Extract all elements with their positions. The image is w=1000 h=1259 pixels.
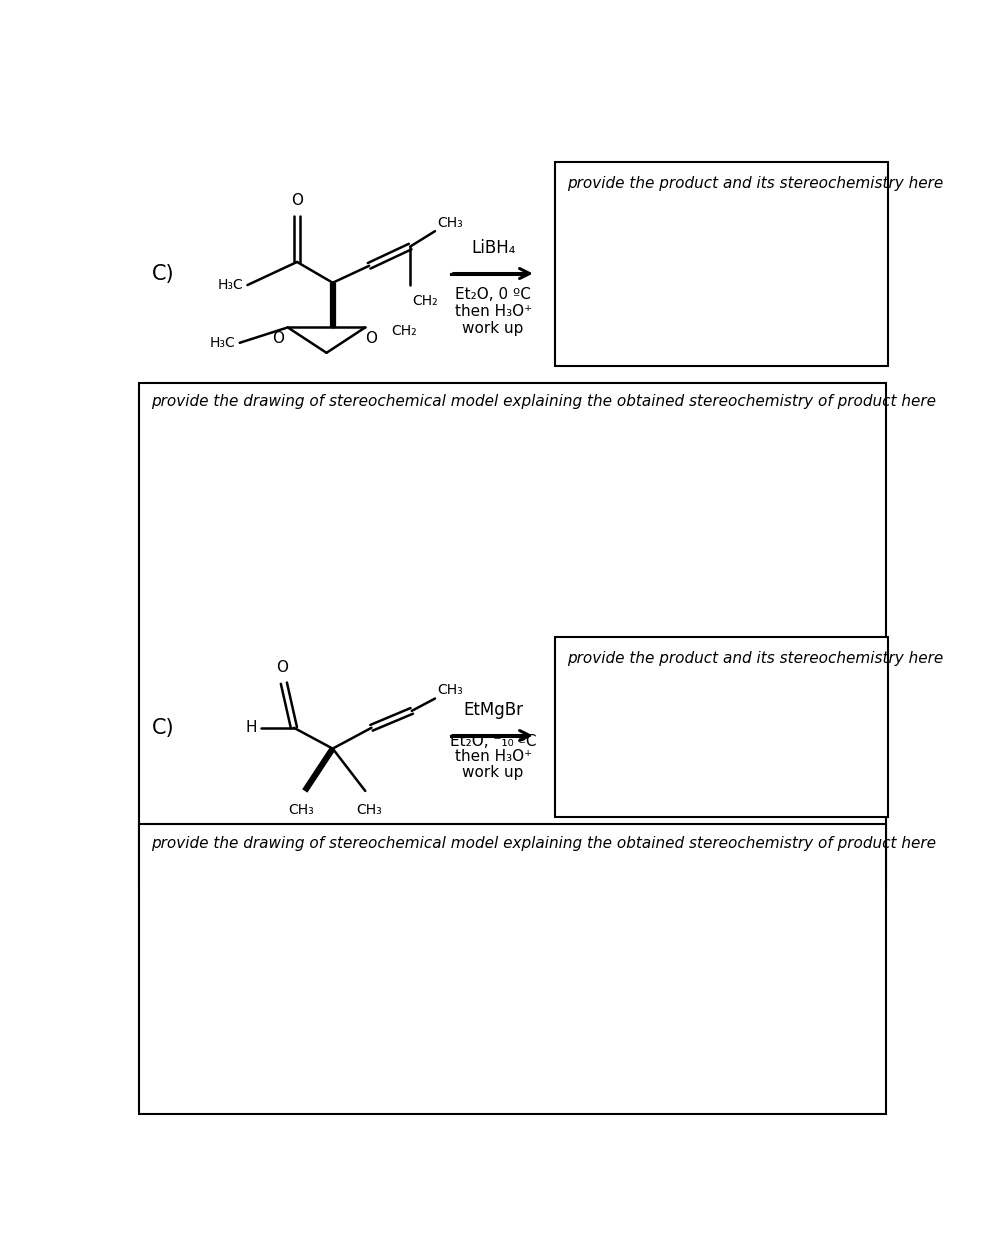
Text: work up: work up: [462, 321, 524, 336]
Text: H: H: [245, 720, 257, 735]
Text: LiBH₄: LiBH₄: [471, 238, 515, 257]
Text: CH₃: CH₃: [356, 802, 382, 817]
Text: work up: work up: [462, 764, 524, 779]
Text: C): C): [152, 718, 175, 738]
Text: O: O: [365, 331, 377, 346]
Text: provide the drawing of stereochemical model explaining the obtained stereochemis: provide the drawing of stereochemical mo…: [151, 394, 936, 409]
Text: O: O: [272, 331, 284, 346]
Text: O: O: [276, 661, 288, 675]
Text: O: O: [291, 193, 303, 208]
Text: EtMgBr: EtMgBr: [463, 700, 523, 719]
Text: CH₃: CH₃: [437, 215, 463, 229]
Bar: [139, 383, 886, 894]
Text: H₃C: H₃C: [218, 278, 244, 292]
Text: provide the product and its stereochemistry here: provide the product and its stereochemis…: [567, 176, 943, 190]
Text: CH₃: CH₃: [437, 684, 463, 697]
Text: CH₃: CH₃: [288, 802, 314, 817]
Text: CH₂: CH₂: [391, 324, 416, 337]
Text: CH₂: CH₂: [413, 295, 438, 308]
Bar: [555, 162, 888, 366]
Text: Et₂O, 0 ºC: Et₂O, 0 ºC: [455, 287, 531, 302]
Text: then H₃O⁺: then H₃O⁺: [455, 305, 532, 320]
Bar: [139, 825, 886, 1113]
Text: then H₃O⁺: then H₃O⁺: [455, 749, 532, 764]
Text: H₃C: H₃C: [210, 336, 236, 350]
Bar: [555, 637, 888, 817]
Text: Et₂O, ⁻₁₀ ºC: Et₂O, ⁻₁₀ ºC: [450, 734, 536, 749]
Text: provide the product and its stereochemistry here: provide the product and its stereochemis…: [567, 651, 943, 666]
Text: provide the drawing of stereochemical model explaining the obtained stereochemis: provide the drawing of stereochemical mo…: [151, 836, 936, 851]
Text: C): C): [152, 263, 175, 283]
